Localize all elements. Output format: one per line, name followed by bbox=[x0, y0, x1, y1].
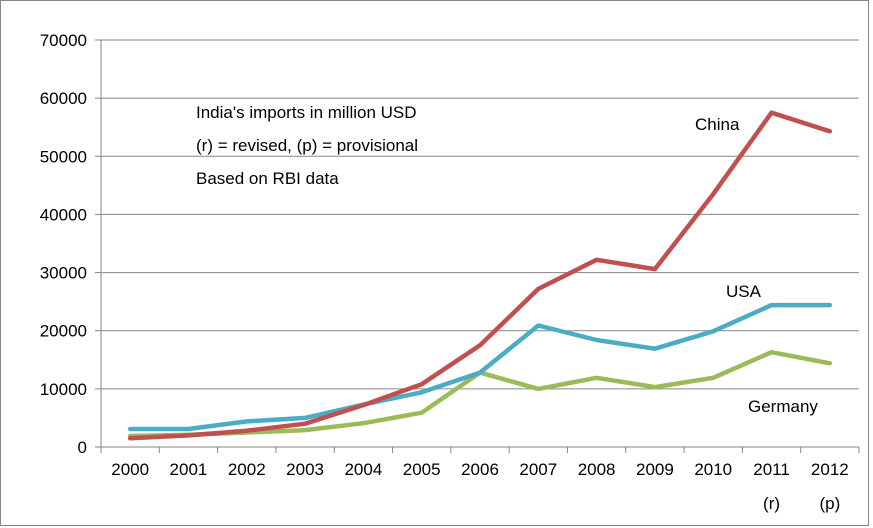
annotation-line-3: Based on RBI data bbox=[196, 169, 339, 188]
series-label-china: China bbox=[695, 115, 740, 134]
x-tick-label: 2008 bbox=[578, 460, 616, 479]
annotation-line-1: India's imports in million USD bbox=[196, 103, 417, 122]
y-tick-label: 40000 bbox=[40, 205, 87, 224]
x-tick-label: 2003 bbox=[286, 460, 324, 479]
series-line-usa bbox=[127, 302, 833, 432]
x-tick-label: 2000 bbox=[111, 460, 149, 479]
x-tick-label: 2004 bbox=[344, 460, 382, 479]
series-label-usa: USA bbox=[726, 282, 762, 301]
y-tick-label: 60000 bbox=[40, 89, 87, 108]
y-tick-label: 20000 bbox=[40, 322, 87, 341]
x-tick-label: 2007 bbox=[519, 460, 557, 479]
series-line-china bbox=[127, 110, 833, 441]
y-tick-label: 70000 bbox=[40, 31, 87, 50]
gridlines bbox=[101, 39, 859, 390]
annotation-line-2: (r) = revised, (p) = provisional bbox=[196, 136, 418, 155]
x-tick-label: 2006 bbox=[461, 460, 499, 479]
series-label-germany: Germany bbox=[748, 397, 818, 416]
y-tick-label: 10000 bbox=[40, 380, 87, 399]
series-lines bbox=[127, 110, 833, 441]
x-tick-label: 2001 bbox=[170, 460, 208, 479]
x-tick-sublabel: (r) bbox=[763, 494, 780, 513]
tick-labels: 0 10000 20000 30000 40000 50000 60000 70000 2000… bbox=[40, 31, 849, 513]
x-tick-label: 2002 bbox=[228, 460, 266, 479]
x-tick-label: 2005 bbox=[403, 460, 441, 479]
annotations: India's imports in million USD (r) = rev… bbox=[196, 103, 418, 188]
x-tick-label: 2011 bbox=[753, 460, 790, 479]
y-tick-label: 30000 bbox=[40, 264, 87, 283]
x-tick-label: 2010 bbox=[694, 460, 732, 479]
y-tick-label: 0 bbox=[78, 438, 87, 457]
x-tick-label: 2012 bbox=[811, 460, 849, 479]
axes bbox=[95, 39, 860, 453]
x-tick-label: 2009 bbox=[636, 460, 674, 479]
x-tick-sublabel: (p) bbox=[819, 494, 840, 513]
y-tick-label: 50000 bbox=[40, 147, 87, 166]
series-labels: China USA Germany bbox=[695, 115, 818, 416]
